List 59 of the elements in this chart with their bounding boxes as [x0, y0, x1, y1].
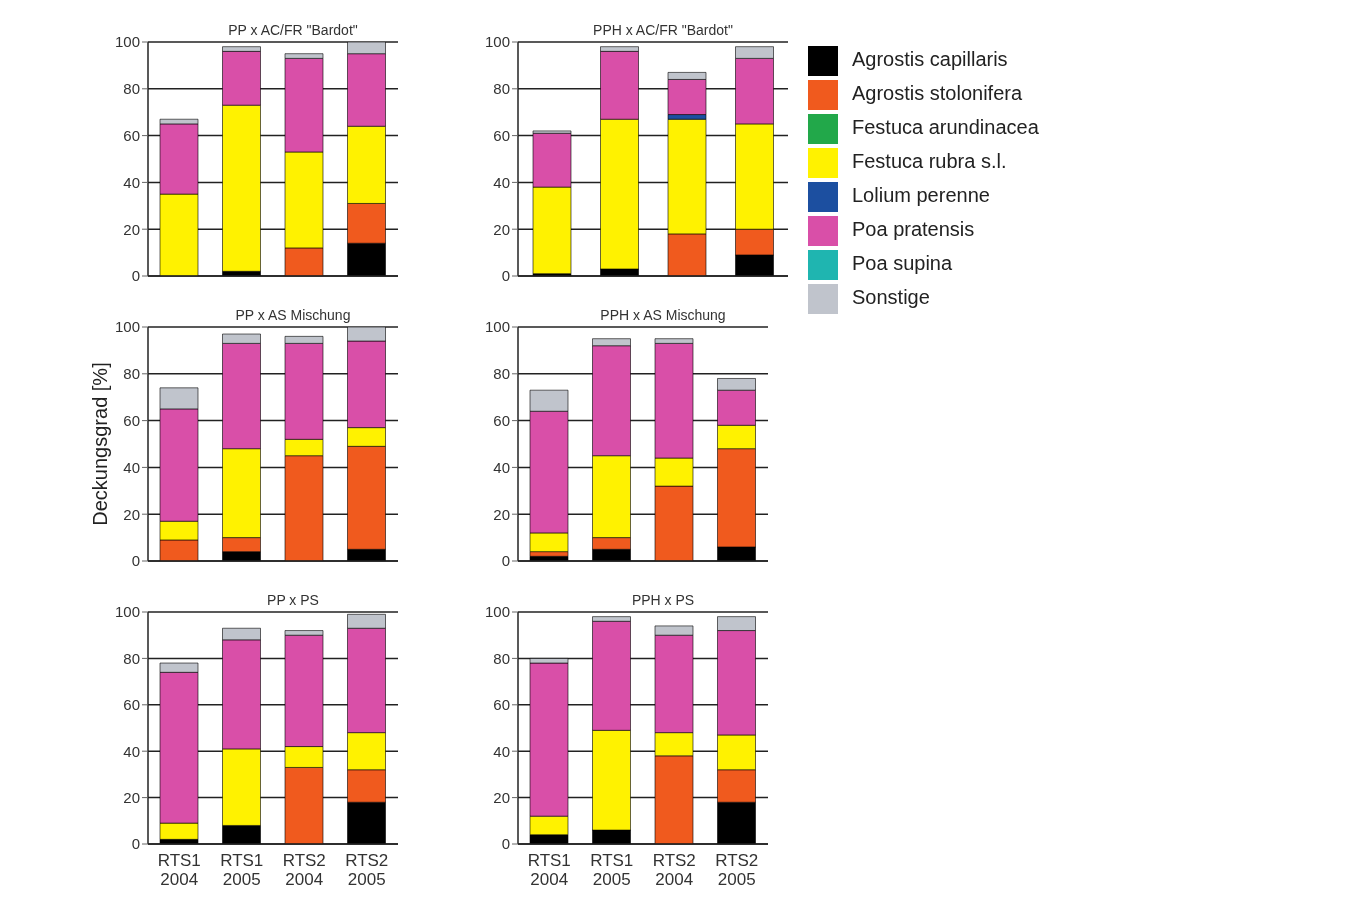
y-tick-label: 0 [501, 267, 510, 285]
x-tick-label: RTS2 2004 [282, 851, 326, 889]
y-tick-label: 80 [123, 80, 140, 98]
y-tick-label: 20 [123, 505, 140, 523]
chart-title: PPH x PS [630, 592, 696, 608]
y-tick-label: 60 [493, 411, 510, 429]
legend-label: Agrostis stolonifera [852, 82, 1023, 104]
y-tick-label: 0 [131, 552, 140, 570]
x-tick-label: RTS1 2005 [590, 851, 634, 889]
legend-label: Sonstige [852, 286, 930, 308]
y-tick-label: 40 [493, 742, 510, 760]
chart-title: PP x AC/FR "Bardot" [227, 22, 359, 38]
x-tick-label: RTS1 2004 [527, 851, 571, 889]
x-tick-label: RTS2 2004 [652, 851, 696, 889]
chart-title: PPH x AS Mischung [599, 307, 727, 323]
x-tick-label: RTS1 2004 [157, 851, 201, 889]
legend-label: Festuca arundinacea [852, 116, 1039, 138]
y-tick-label: 60 [123, 411, 140, 429]
y-tick-label: 60 [123, 696, 140, 714]
y-tick-label: 0 [131, 267, 140, 285]
x-tick-label: RTS1 2005 [220, 851, 264, 889]
y-tick-label: 40 [493, 173, 510, 191]
y-axis-title: Deckungsgrad [%] [89, 362, 112, 526]
y-tick-label: 80 [493, 649, 510, 667]
y-tick-label: 60 [123, 126, 140, 144]
y-tick-label: 20 [493, 505, 510, 523]
y-tick-label: 20 [493, 788, 510, 806]
chart-title: PPH x AC/FR "Bardot" [592, 22, 734, 38]
y-tick-label: 20 [493, 220, 510, 238]
y-tick-label: 60 [493, 126, 510, 144]
y-tick-label: 100 [114, 603, 140, 621]
x-tick-label: RTS2 2005 [345, 851, 389, 889]
legend-label: Poa supina [852, 252, 953, 274]
legend-label: Poa pratensis [852, 218, 975, 240]
y-tick-label: 20 [123, 788, 140, 806]
y-tick-label: 100 [484, 603, 510, 621]
y-tick-label: 40 [123, 173, 140, 191]
chart-title: PP x PS [266, 592, 320, 608]
legend-label: Lolium perenne [852, 184, 990, 206]
y-tick-label: 0 [501, 552, 510, 570]
y-tick-label: 40 [123, 742, 140, 760]
y-tick-label: 100 [114, 33, 140, 51]
chart-title: PP x AS Mischung [234, 307, 352, 323]
y-tick-label: 80 [493, 80, 510, 98]
y-tick-label: 80 [123, 365, 140, 383]
legend-label: Agrostis capillaris [852, 48, 1008, 70]
legend-label: Festuca rubra s.l. [852, 150, 1007, 172]
y-tick-label: 60 [493, 696, 510, 714]
y-tick-label: 80 [123, 649, 140, 667]
y-tick-label: 0 [501, 835, 510, 853]
y-tick-label: 40 [493, 458, 510, 476]
x-tick-label: RTS2 2005 [715, 851, 759, 889]
y-tick-label: 100 [484, 318, 510, 336]
y-tick-label: 100 [484, 33, 510, 51]
y-tick-label: 100 [114, 318, 140, 336]
y-tick-label: 80 [493, 365, 510, 383]
y-tick-label: 20 [123, 220, 140, 238]
y-tick-label: 40 [123, 458, 140, 476]
y-tick-label: 0 [131, 835, 140, 853]
